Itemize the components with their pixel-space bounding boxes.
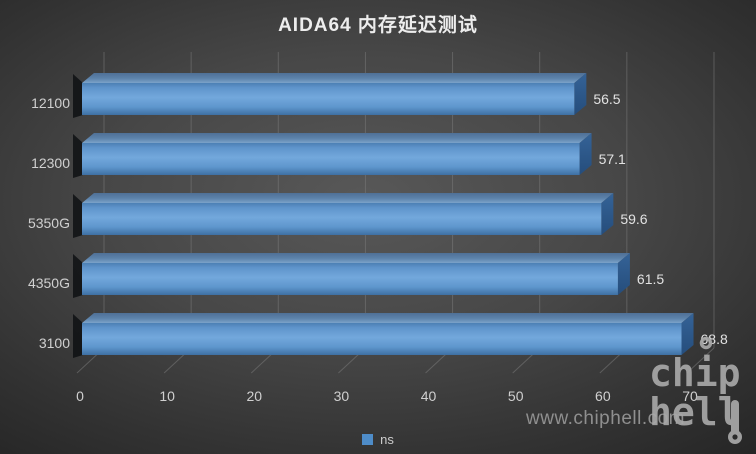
x-tick-label-40: 40	[421, 388, 437, 404]
bar-end-face-5350G	[601, 193, 614, 235]
logo-hell-text: hell	[649, 390, 741, 434]
bar-5350G	[82, 203, 602, 235]
bar-shadow-5350G	[73, 194, 83, 238]
value-label-12100: 56.5	[593, 91, 620, 107]
bar-shadow-12100	[73, 74, 83, 118]
logo-i-ring	[699, 336, 713, 350]
x-tick-label-70: 70	[682, 388, 698, 404]
bars-layer	[73, 73, 694, 358]
bar-top-face-3100	[82, 313, 694, 323]
chart-title: AIDA64 内存延迟测试	[278, 15, 478, 36]
category-label-3100: 3100	[39, 335, 70, 351]
bar-end-face-3100	[681, 313, 694, 355]
value-label-5350G: 59.6	[620, 211, 647, 227]
bar-shadow-4350G	[73, 254, 83, 298]
bar-end-face-4350G	[617, 253, 630, 295]
bar-end-face-12300	[579, 133, 592, 175]
bar-top-face-5350G	[82, 193, 614, 203]
logo-chip-text: chip	[649, 351, 741, 395]
bar-end-face-12100	[574, 73, 587, 115]
value-label-12300: 57.1	[599, 151, 626, 167]
x-tick-label-60: 60	[595, 388, 611, 404]
logo-pipe-hole	[732, 434, 738, 440]
bar-12300	[82, 143, 580, 175]
legend-label: ns	[380, 432, 394, 447]
labels-layer: 0 10 20 30 40 50 60 70 56.5 12100 57.1 12300 59.6 535…	[28, 91, 728, 404]
bar-12100	[82, 83, 575, 115]
logo-pipe	[731, 400, 739, 436]
bar-3100	[82, 323, 682, 355]
category-label-5350G: 5350G	[28, 215, 70, 231]
legend: ns	[0, 432, 756, 447]
bar-top-face-12300	[82, 133, 592, 143]
category-label-12300: 12300	[31, 155, 70, 171]
bar-shadow-3100	[73, 314, 83, 358]
x-tick-label-20: 20	[246, 388, 262, 404]
grid-floor-line-70	[686, 347, 715, 374]
bar-top-face-4350G	[82, 253, 630, 263]
value-label-4350G: 61.5	[637, 271, 664, 287]
legend-marker	[362, 434, 374, 445]
watermark-url: www.chiphell.com	[526, 408, 685, 429]
category-label-12100: 12100	[31, 95, 70, 111]
x-tick-label-50: 50	[508, 388, 524, 404]
chiphell-logo: chip hell	[649, 336, 742, 444]
category-label-4350G: 4350G	[28, 275, 70, 291]
x-tick-label-10: 10	[159, 388, 175, 404]
bar-top-face-12100	[82, 73, 587, 83]
x-tick-label-30: 30	[334, 388, 350, 404]
bar-shadow-12300	[73, 134, 83, 178]
value-label-3100: 68.8	[701, 331, 728, 347]
bar-4350G	[82, 263, 618, 295]
x-tick-label-0: 0	[76, 388, 84, 404]
